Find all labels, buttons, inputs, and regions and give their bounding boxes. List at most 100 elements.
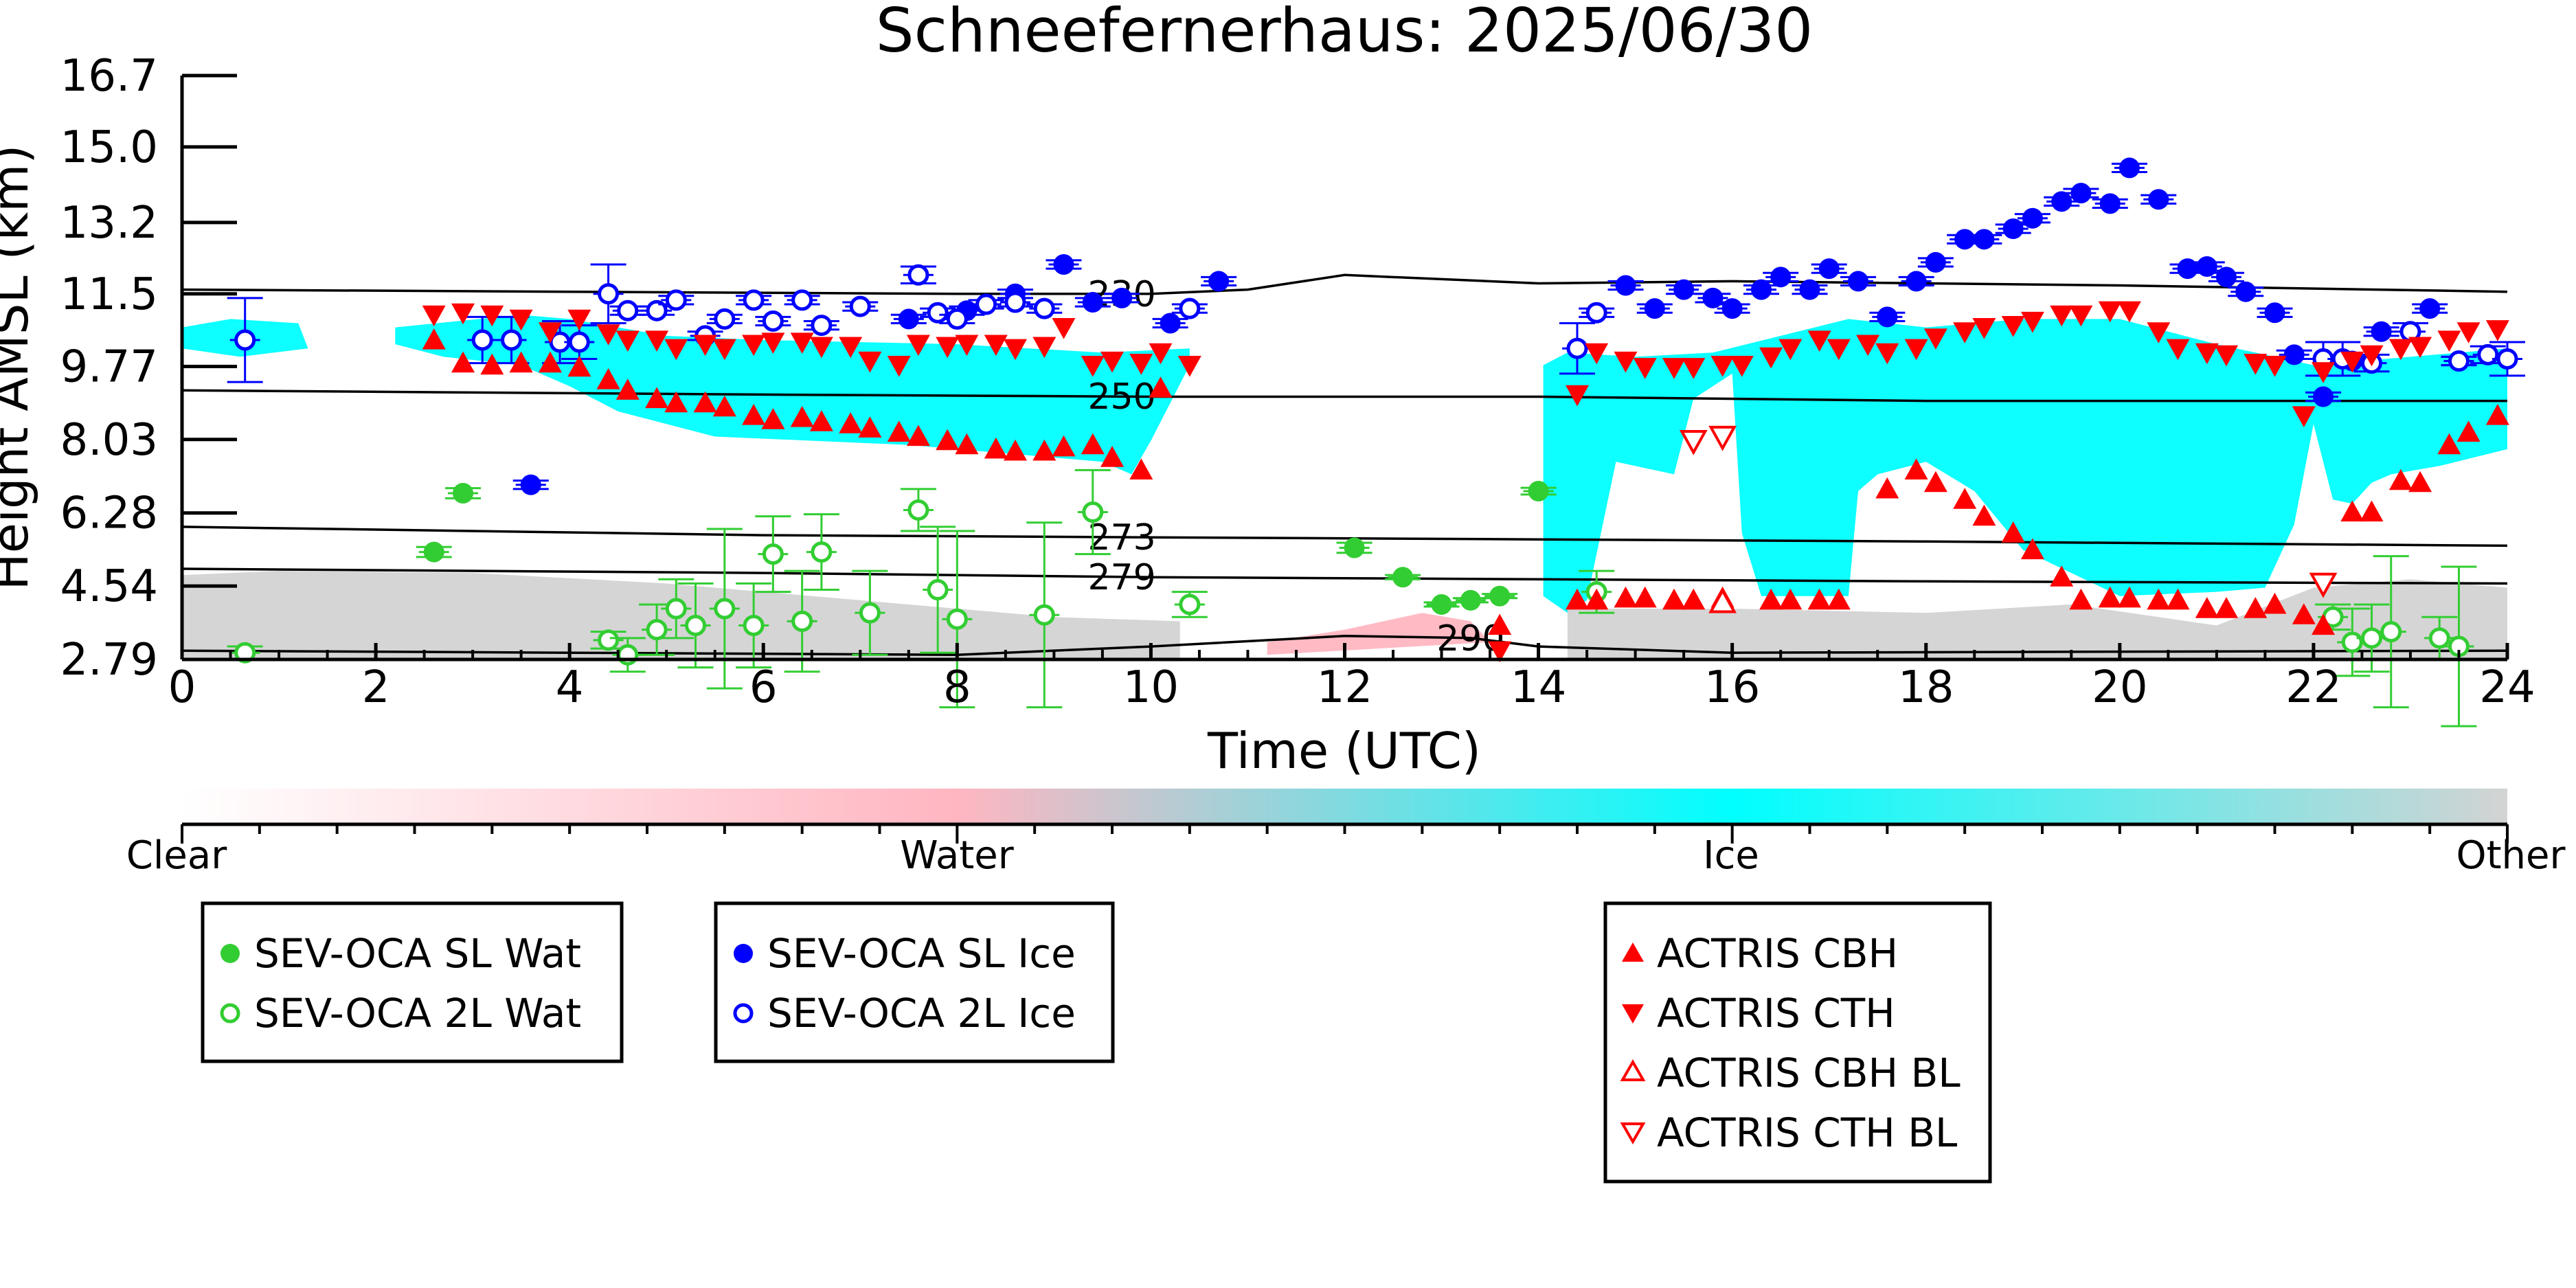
data-point [2456,420,2481,442]
data-point [2244,597,2268,618]
x-tick-label: 20 [2092,662,2147,713]
data-point [1923,471,1947,493]
x-tick-label: 18 [1898,662,1954,713]
data-point [1033,604,1055,626]
data-point [1082,501,1104,523]
legend-water: SEV-OCA SL Wat SEV-OCA 2L Wat [201,901,624,1063]
x-tick-label: 22 [2285,662,2341,713]
x-tick-label: 2 [362,662,390,713]
data-point [2147,588,2171,610]
colorbar-label-other: Other [2456,833,2566,878]
data-point [2485,320,2509,341]
data-point [761,408,785,429]
y-tick-label: 13.2 [60,198,159,249]
data-point [422,328,446,350]
data-point [1033,297,1055,319]
data-point [2283,344,2305,365]
data-point [791,610,813,632]
data-point [839,337,863,359]
data-point [1004,291,1026,313]
cloud-region-ice [1543,319,2507,613]
data-point [615,330,640,352]
data-point [1566,385,1589,407]
data-point [2001,521,2025,543]
data-point [1149,376,1173,398]
colorbar-label-ice: Ice [1703,833,1759,878]
data-point [2496,348,2518,370]
data-point [1633,586,1657,608]
data-point [1129,354,1153,375]
data-point [1081,433,1105,455]
data-point [2244,354,2268,375]
data-point [645,387,669,409]
data-point [714,598,736,620]
series-actris-cth [422,301,2509,663]
data-point [2215,597,2238,618]
data-point [2195,597,2219,618]
legend-label-2l-wat: SEV-OCA 2L Wat [254,990,581,1037]
data-point [811,541,833,563]
legend-marker-sl-wat [221,944,240,963]
data-point [1972,504,1996,526]
data-point [596,368,620,389]
data-point [1759,347,1783,369]
data-point [2235,281,2257,302]
data-point [1904,458,1928,479]
data-point [1208,271,1230,292]
colorbar: Clear Water Ice Other [126,789,2566,878]
data-point [2380,621,2402,643]
data-point [501,329,523,351]
data-point [1488,641,1512,663]
data-point [2388,339,2413,361]
data-point [1778,588,1803,610]
data-point [1807,588,1831,610]
data-point [1566,337,1588,359]
legend-marker-sl-ice [734,944,753,963]
data-point [743,289,765,311]
data-point [1679,430,1708,455]
data-point [520,474,541,495]
data-point [685,615,707,637]
data-point [1082,291,1103,313]
data-point [1528,480,1549,501]
data-point [2437,330,2461,352]
x-tick-label: 10 [1123,662,1179,713]
data-point [451,303,475,325]
contour-line-279 [182,567,2507,585]
data-point [422,305,446,327]
contour-label: 279 [1087,557,1155,598]
data-point [1004,339,1027,361]
data-point [1111,287,1133,308]
cloud-mask-regions [182,315,2507,659]
contour-line-290 [182,635,2507,657]
data-point [2070,183,2092,204]
data-point [1100,446,1124,467]
chart-title: Schneefernerhaus: 2025/06/30 [876,0,1814,66]
data-point [665,598,687,620]
data-point [1053,253,1074,275]
data-point [742,335,766,357]
data-point [1778,339,1803,361]
data-point [2098,586,2122,608]
data-point [1906,271,1927,292]
data-point [509,309,533,331]
data-point [1585,343,1609,365]
legend-label-cbh: ACTRIS CBH [1657,930,1898,977]
data-point [1799,279,1820,300]
legend-actris: ACTRIS CBH ACTRIS CTH ACTRIS CBH BL ACTR… [1603,901,1992,1184]
data-point [509,351,533,373]
data-point [790,332,814,354]
data-point [1702,287,1724,308]
data-point [1710,356,1735,377]
data-point [1972,318,1996,339]
data-point [712,339,736,361]
data-point [598,283,620,305]
data-point [2456,322,2481,343]
data-point [567,355,591,377]
data-point [1662,358,1686,379]
colorbar-gradient [182,789,2507,824]
legend-label-2l-ice: SEV-OCA 2L Ice [767,990,1076,1037]
data-point [1585,302,1607,324]
data-point [761,332,785,354]
y-tick-label: 11.5 [60,269,159,320]
